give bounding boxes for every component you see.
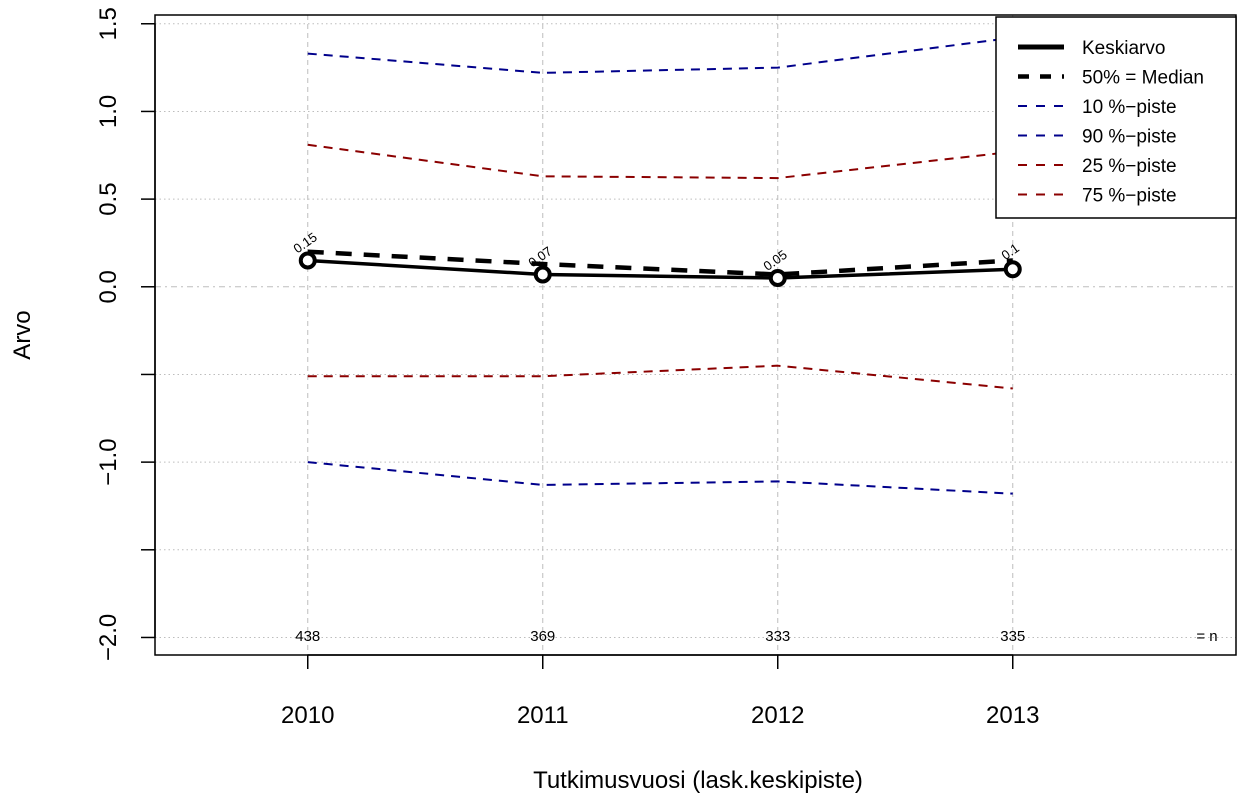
- series-line: [307, 364, 1013, 390]
- series-line: [307, 461, 1013, 495]
- legend-label: 25 %−piste: [1082, 156, 1177, 177]
- n-count-label: 333: [765, 628, 790, 645]
- y-axis: −2.0 −1.0 0.0 0.5 1.0 1.5: [95, 7, 156, 661]
- point-value-label: 0.1: [998, 240, 1021, 263]
- n-count-label: 335: [1000, 628, 1025, 645]
- legend-label: 10 %−piste: [1082, 97, 1177, 118]
- n-count-label: 369: [530, 628, 555, 645]
- n-suffix-label: = n: [1196, 628, 1217, 645]
- data-point: [768, 269, 787, 288]
- y-tick-label: −2.0: [95, 614, 122, 661]
- legend-label: 75 %−piste: [1082, 186, 1177, 207]
- legend-label: 90 %−piste: [1082, 127, 1177, 148]
- legend: Keskiarvo 50% = Median 10 %−piste 90 %−pist…: [995, 16, 1237, 219]
- x-tick-label: 2013: [986, 702, 1039, 729]
- series-line: [307, 249, 1013, 277]
- y-tick-label: 0.0: [95, 270, 122, 303]
- mean-markers: [298, 251, 1022, 288]
- series-lines: [307, 36, 1013, 495]
- series-line: [307, 36, 1013, 74]
- x-tick-label: 2010: [281, 702, 334, 729]
- series-line: [307, 258, 1013, 280]
- y-tick-label: 1.5: [95, 7, 122, 40]
- y-tick-label: 0.5: [95, 182, 122, 215]
- data-point: [533, 265, 552, 284]
- data-point: [1003, 260, 1022, 279]
- x-tick-label: 2011: [517, 702, 569, 729]
- n-labels: 438 369 333 335 = n: [295, 628, 1217, 645]
- x-axis-label: Tutkimusvuosi (lask.keskipiste): [533, 767, 863, 794]
- legend-label: 50% = Median: [1082, 68, 1204, 89]
- x-axis: 2010 2011 2012 2013: [281, 654, 1039, 729]
- series-line: [307, 143, 1013, 180]
- data-point: [298, 251, 317, 270]
- legend-box: [995, 16, 1237, 219]
- y-tick-label: 1.0: [95, 95, 122, 128]
- x-tick-label: 2012: [751, 702, 804, 729]
- y-tick-label: −1.0: [95, 438, 122, 485]
- legend-label: Keskiarvo: [1082, 38, 1165, 59]
- n-count-label: 438: [295, 628, 320, 645]
- y-axis-label: Arvo: [9, 310, 36, 359]
